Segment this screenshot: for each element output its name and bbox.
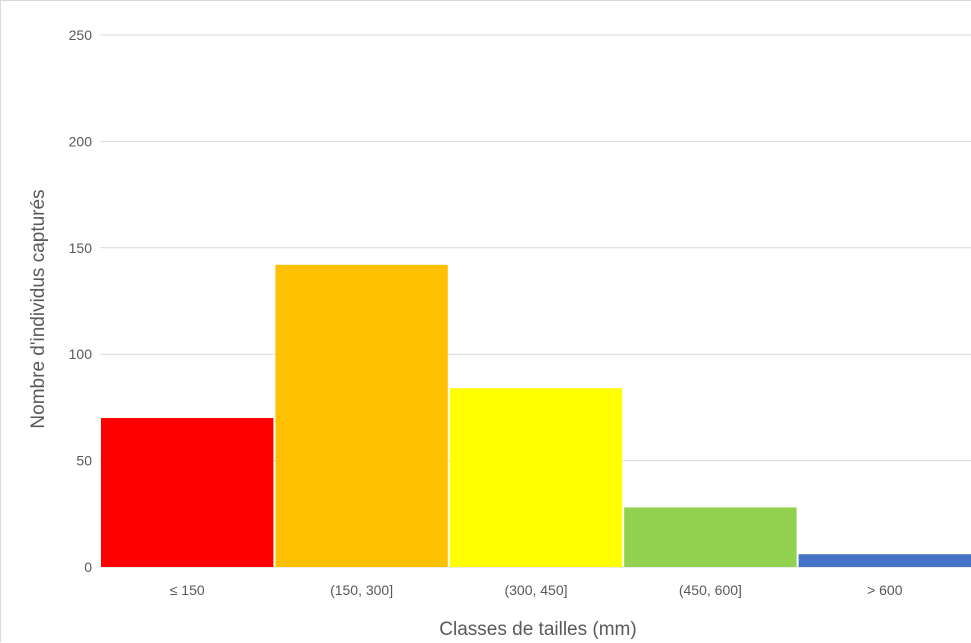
bar: [275, 264, 448, 567]
bars: [101, 264, 971, 567]
bar: [101, 418, 274, 567]
y-tick-label: 0: [84, 559, 92, 575]
x-tick-labels: ≤ 150 (150, 300] (300, 450] (450, 600] > 600: [170, 582, 903, 598]
y-tick-label: 50: [76, 453, 92, 469]
y-axis-title: Nombre d'individus capturés: [28, 189, 49, 428]
x-tick-label: ≤ 150: [170, 582, 205, 598]
y-tick-label: 250: [69, 27, 93, 43]
x-tick-label: (450, 600]: [679, 582, 742, 598]
y-tick-labels: 0 50 100 150 200 250: [69, 27, 93, 575]
bar: [798, 554, 971, 567]
y-tick-label: 100: [69, 346, 93, 362]
x-tick-label: (300, 450]: [504, 582, 567, 598]
x-tick-label: > 600: [867, 582, 903, 598]
x-tick-label: (150, 300]: [330, 582, 393, 598]
bar: [624, 507, 797, 567]
y-tick-label: 200: [69, 133, 93, 149]
bar: [449, 388, 623, 567]
x-axis-title: Classes de tailles (mm): [439, 619, 636, 640]
y-tick-label: 150: [69, 240, 93, 256]
